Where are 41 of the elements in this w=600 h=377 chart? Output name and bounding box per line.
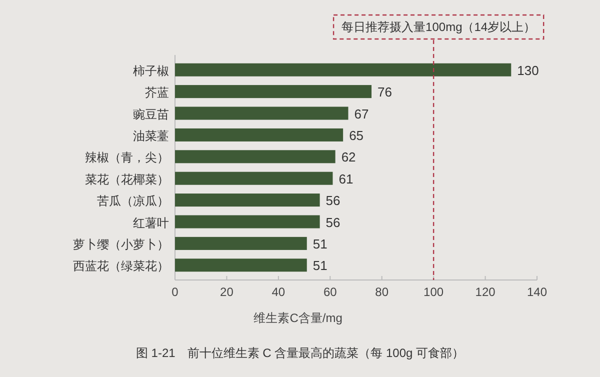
y-tick-label: 菜花（花椰菜）	[85, 172, 169, 186]
caption: 图 1-21 前十位维生素 C 含量最高的蔬菜（每 100g 可食部）	[136, 346, 464, 360]
y-tick-label: 苦瓜（凉瓜）	[97, 194, 169, 208]
x-tick-label: 120	[475, 285, 496, 299]
data-label: 51	[312, 258, 328, 274]
y-tick-label: 豌豆苗	[133, 107, 169, 122]
data-label: 65	[349, 128, 364, 143]
data-label: 56	[326, 214, 340, 230]
bar	[175, 106, 348, 120]
bar	[175, 258, 307, 272]
x-tick-label: 40	[272, 285, 286, 299]
ref-line-label: 每日推荐摄入量100mg（14岁以上）	[342, 20, 536, 34]
y-tick-label: 柿子椒	[133, 64, 169, 78]
data-label: 51	[312, 236, 328, 252]
data-label: 61	[338, 171, 354, 186]
x-tick-label: 60	[323, 285, 338, 299]
data-label: 62	[341, 150, 356, 165]
data-label: 67	[354, 106, 369, 122]
data-label: 76	[378, 84, 392, 100]
y-tick-label: 西蓝花（绿菜花）	[73, 259, 169, 274]
y-tick-label: 芥蓝	[145, 86, 169, 100]
x-axis-title: 维生素C含量/mg	[254, 311, 342, 325]
bar	[175, 236, 307, 250]
x-tick-label: 0	[172, 285, 179, 299]
y-tick-label: 辣椒（青，尖）	[85, 150, 169, 165]
bar	[175, 215, 320, 228]
y-tick-label: 红薯叶	[133, 216, 169, 230]
y-tick-label: 萝卜缨（小萝卜）	[73, 237, 169, 252]
x-tick-label: 100	[424, 285, 444, 299]
bar	[175, 150, 336, 164]
data-label: 130	[517, 62, 539, 78]
y-tick-label: 油菜薹	[133, 128, 169, 143]
x-tick-label: 140	[526, 285, 548, 299]
bar	[175, 63, 512, 76]
x-tick-label: 80	[375, 285, 389, 299]
bar	[175, 172, 333, 185]
x-tick-label: 20	[220, 285, 234, 299]
data-label: 56	[326, 193, 340, 208]
bar	[175, 128, 344, 142]
bar	[175, 85, 372, 98]
bar	[175, 194, 320, 207]
